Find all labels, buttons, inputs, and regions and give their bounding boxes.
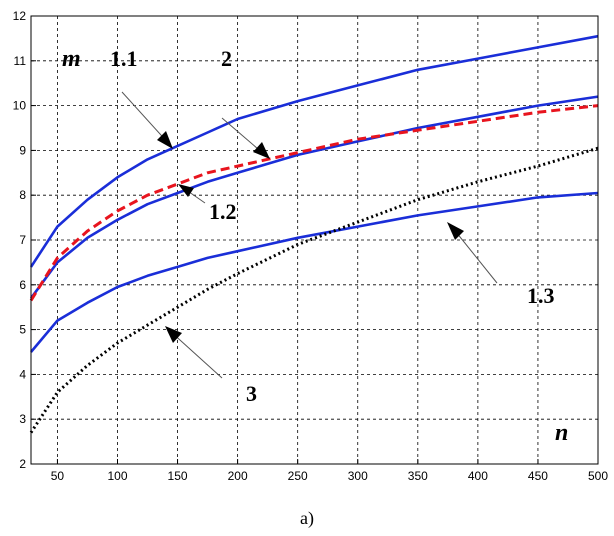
y-tick-label: 3 bbox=[19, 412, 26, 426]
x-tick-label: 200 bbox=[228, 469, 248, 483]
series-line-1-2 bbox=[29, 95, 599, 299]
x-tick-label: 500 bbox=[588, 469, 608, 483]
x-tick-label: 250 bbox=[288, 469, 308, 483]
x-tick-label: 450 bbox=[528, 469, 548, 483]
curve-label-2: 2 bbox=[221, 46, 232, 71]
y-axis-label: m bbox=[62, 46, 81, 72]
y-tick-labels: 2 3 4 5 6 7 8 9 10 11 12 bbox=[13, 9, 27, 471]
y-tick-label: 12 bbox=[13, 9, 27, 23]
figure-caption: a) bbox=[300, 508, 314, 529]
plot-frame bbox=[30, 15, 599, 465]
arrow-2 bbox=[221, 117, 270, 159]
y-tick-label: 11 bbox=[14, 54, 27, 68]
annotation-arrows bbox=[121, 91, 498, 379]
x-tick-label: 50 bbox=[51, 469, 65, 483]
arrow-1-3 bbox=[447, 222, 498, 284]
series-line-2 bbox=[29, 104, 599, 302]
x-axis-label: n bbox=[555, 420, 568, 446]
curve-label-1-3: 1.3 bbox=[527, 283, 555, 308]
y-tick-label: 2 bbox=[19, 457, 26, 471]
x-tick-labels: 50 100 150 200 250 300 350 400 450 500 bbox=[51, 469, 609, 483]
series-line-1-1 bbox=[29, 34, 599, 268]
grid-lines bbox=[31, 15, 599, 465]
x-tick-label: 400 bbox=[468, 469, 488, 483]
y-tick-label: 7 bbox=[19, 233, 26, 247]
arrow-1-2 bbox=[178, 184, 206, 204]
curve-label-1-2: 1.2 bbox=[209, 199, 237, 224]
y-tick-label: 5 bbox=[19, 323, 26, 337]
x-tick-label: 100 bbox=[107, 469, 127, 483]
y-tick-label: 10 bbox=[13, 99, 27, 113]
arrow-1-1 bbox=[121, 91, 173, 149]
series-line-3 bbox=[29, 146, 599, 434]
curve-label-3: 3 bbox=[246, 381, 257, 406]
y-tick-label: 6 bbox=[19, 278, 26, 292]
x-tick-label: 300 bbox=[348, 469, 368, 483]
y-tick-label: 4 bbox=[19, 367, 26, 381]
y-tick-label: 9 bbox=[19, 143, 26, 157]
x-tick-label: 350 bbox=[408, 469, 428, 483]
y-tick-label: 8 bbox=[19, 188, 26, 202]
arrow-3 bbox=[165, 326, 223, 379]
series-lines bbox=[29, 34, 599, 434]
x-tick-label: 150 bbox=[168, 469, 188, 483]
series-line-1-3 bbox=[30, 191, 599, 353]
curve-label-1-1: 1.1 bbox=[110, 46, 138, 71]
